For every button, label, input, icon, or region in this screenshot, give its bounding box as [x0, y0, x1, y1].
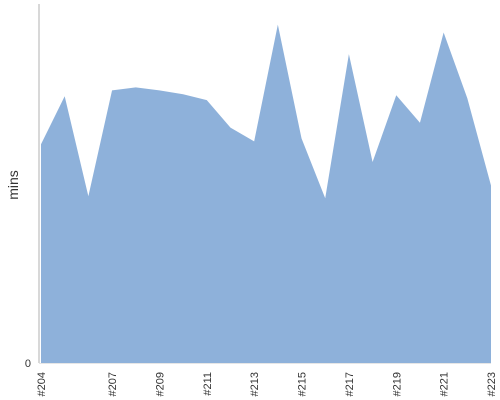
x-tick-label: #221	[439, 372, 451, 396]
x-tick-label: #217	[344, 372, 356, 396]
plot-area	[41, 24, 491, 364]
x-tick-label: #223	[486, 372, 498, 396]
y-axis-title: mins	[5, 170, 21, 200]
x-tick-label: #219	[391, 372, 403, 396]
axes: 0 #204 #207 #209 #211 #213 #215 #217 #219 #221 #22…	[25, 4, 498, 396]
x-tick-label: #207	[107, 372, 119, 396]
x-tick-label: #204	[36, 372, 48, 396]
y-tick-label: 0	[25, 358, 31, 370]
x-tick-label: #209	[154, 372, 166, 396]
x-tick-label: #211	[202, 372, 214, 396]
x-tick-label: #215	[297, 372, 309, 396]
area-series	[41, 24, 491, 364]
x-tick-label: #213	[249, 372, 261, 396]
